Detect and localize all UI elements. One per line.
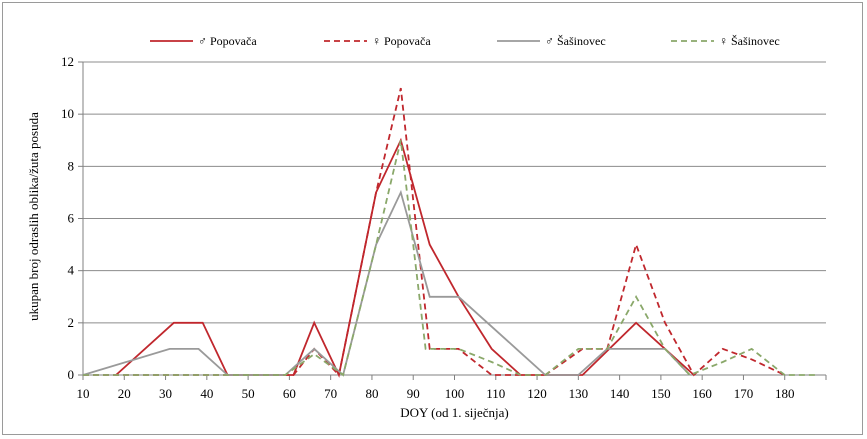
y-tick-label: 12 — [61, 54, 74, 69]
series-line — [82, 189, 691, 377]
x-tick-label: 110 — [486, 386, 505, 401]
y-tick-label: 6 — [68, 211, 75, 226]
legend: ♂ Popovača ♀ Popovača ♂ Šašinovec ♀ Šašinov… — [150, 34, 780, 48]
y-tick-label: 10 — [61, 106, 74, 121]
legend-label: ♂ Šašinovec — [545, 34, 606, 48]
x-tick-label: 50 — [242, 386, 255, 401]
series-line — [83, 87, 786, 377]
y-tick-label: 4 — [68, 263, 75, 278]
x-tick-label: 100 — [445, 386, 465, 401]
y-axis-title: ukupan broj odraslih oblika/žuta posuda — [26, 112, 41, 321]
x-tick-label: 180 — [775, 386, 795, 401]
y-tick-label: 0 — [68, 367, 75, 382]
x-tick-label: 90 — [407, 386, 420, 401]
gridlines — [83, 61, 826, 324]
series-line — [83, 140, 818, 377]
x-tick-label: 60 — [283, 386, 296, 401]
x-tick-label: 120 — [527, 386, 547, 401]
x-tick-label: 20 — [118, 386, 131, 401]
y-tick-label: 2 — [68, 315, 75, 330]
series-lines — [82, 87, 818, 378]
axes: 0 2 4 6 8 10 12 10 20 30 40 50 60 70 80 90 100 110 120 130 1… — [61, 54, 827, 401]
x-tick-label: 170 — [734, 386, 754, 401]
x-tick-label: 160 — [692, 386, 712, 401]
x-tick-label: 130 — [569, 386, 589, 401]
x-axis-title: DOY (od 1. siječnja) — [400, 405, 509, 420]
x-tick-label: 30 — [159, 386, 172, 401]
x-tick-label: 150 — [651, 386, 671, 401]
legend-label: ♀ Popovača — [372, 34, 431, 48]
x-tick-label: 10 — [77, 386, 90, 401]
x-tick-label: 40 — [200, 386, 213, 401]
x-tick-label: 140 — [610, 386, 630, 401]
x-tick-label: 80 — [365, 386, 378, 401]
y-tick-label: 8 — [68, 158, 75, 173]
legend-label: ♀ Šašinovec — [719, 34, 780, 48]
x-tick-label: 70 — [324, 386, 337, 401]
legend-label: ♂ Popovača — [198, 34, 257, 48]
